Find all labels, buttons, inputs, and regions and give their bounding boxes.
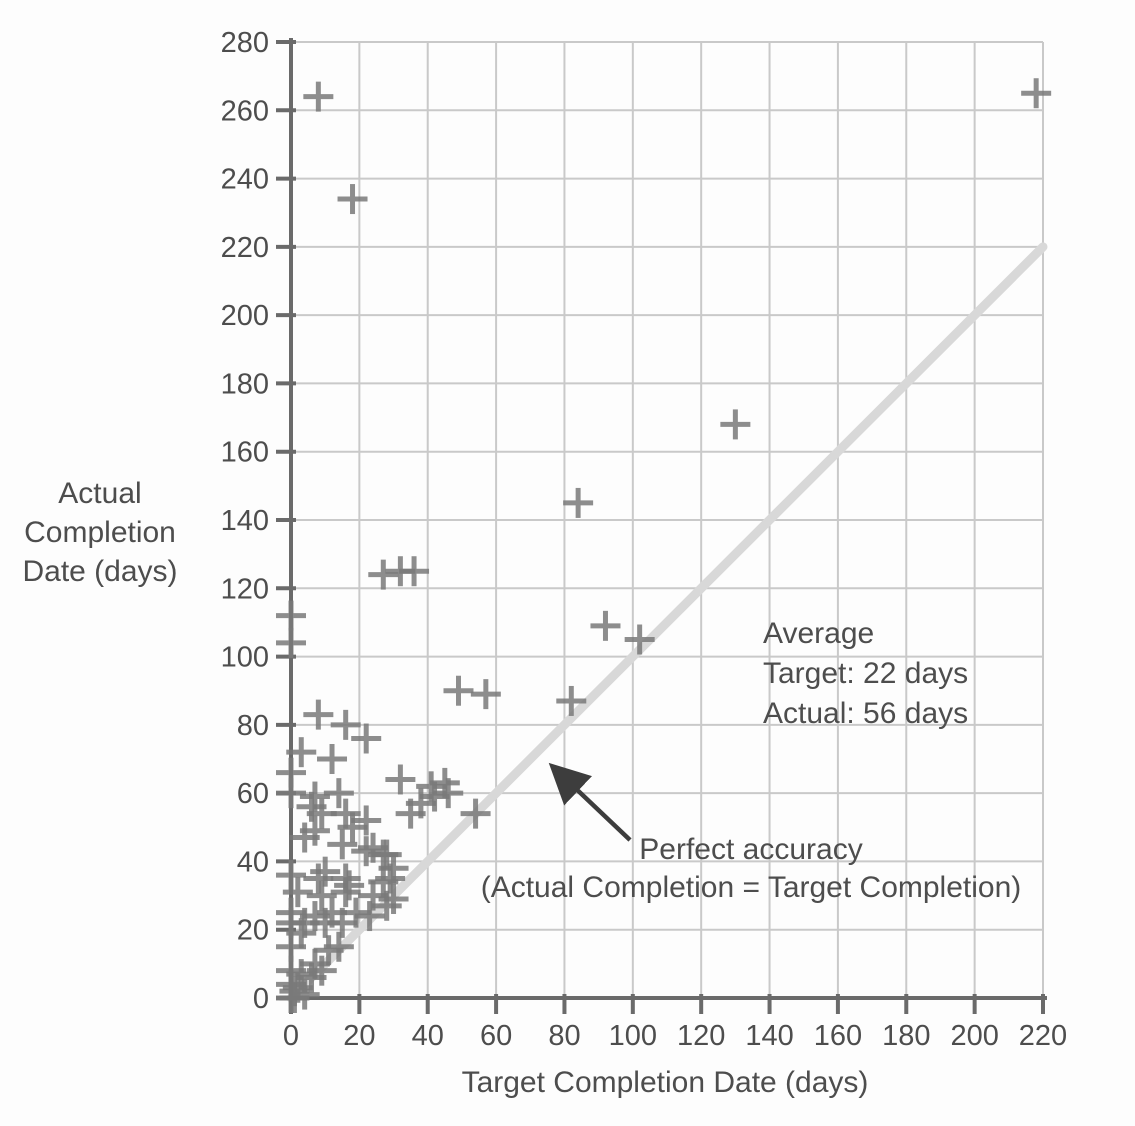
data-point bbox=[289, 822, 320, 853]
data-point bbox=[286, 737, 317, 768]
y-tick-label: 140 bbox=[221, 505, 269, 537]
data-point bbox=[330, 709, 361, 740]
data-point bbox=[378, 883, 409, 914]
data-point bbox=[351, 805, 382, 836]
data-point bbox=[371, 839, 402, 870]
data-point bbox=[720, 409, 751, 440]
data-point bbox=[276, 778, 306, 809]
data-point bbox=[330, 798, 361, 829]
x-tick-label: 20 bbox=[343, 1020, 375, 1052]
data-point bbox=[306, 880, 337, 911]
average-annotation-line: Average bbox=[763, 617, 875, 650]
data-point bbox=[313, 935, 344, 966]
data-point bbox=[327, 829, 358, 860]
perfect-accuracy-line1: Perfect accuracy bbox=[639, 833, 863, 866]
data-point bbox=[310, 856, 341, 887]
y-axis-title-line: Completion bbox=[24, 516, 176, 549]
x-tick-label: 80 bbox=[548, 1020, 580, 1052]
y-tick-label: 40 bbox=[237, 846, 269, 878]
y-tick-label: 60 bbox=[237, 778, 269, 810]
data-point bbox=[276, 627, 306, 658]
y-tick-label: 80 bbox=[237, 710, 269, 742]
data-point bbox=[371, 890, 402, 921]
data-point bbox=[385, 764, 416, 795]
data-point bbox=[337, 184, 368, 215]
data-point bbox=[443, 675, 474, 706]
y-tick-label: 200 bbox=[221, 300, 269, 332]
data-point bbox=[460, 798, 491, 829]
perfect-accuracy-annotation: Perfect accuracy (Actual Completion = Ta… bbox=[440, 831, 1062, 907]
data-point bbox=[303, 863, 334, 894]
y-tick-label: 220 bbox=[221, 232, 269, 264]
y-axis-title-line: Date (days) bbox=[22, 555, 178, 588]
perfect-accuracy-line bbox=[286, 242, 1048, 1003]
x-tick-label: 100 bbox=[609, 1020, 657, 1052]
average-annotation: Average Target: 22 days Actual: 56 days bbox=[763, 614, 968, 734]
y-tick-label: 280 bbox=[221, 27, 269, 59]
x-tick-label: 40 bbox=[412, 1020, 444, 1052]
data-point bbox=[351, 723, 382, 754]
perfect-accuracy-line2: (Actual Completion = Target Completion) bbox=[480, 871, 1022, 904]
data-point bbox=[276, 860, 306, 891]
data-point bbox=[358, 832, 389, 863]
y-tick-label: 180 bbox=[221, 368, 269, 400]
y-tick-label: 100 bbox=[221, 642, 269, 674]
x-tick-label: 0 bbox=[283, 1020, 299, 1052]
y-tick-label: 0 bbox=[253, 983, 269, 1015]
x-tick-label: 160 bbox=[814, 1020, 862, 1052]
y-tick-label: 260 bbox=[221, 95, 269, 127]
data-point bbox=[1021, 78, 1052, 109]
data-point bbox=[334, 870, 365, 901]
data-point bbox=[351, 836, 382, 867]
data-point bbox=[433, 778, 464, 809]
data-point bbox=[330, 877, 361, 908]
y-axis-title-line: Actual bbox=[58, 477, 142, 510]
data-point bbox=[624, 624, 655, 655]
data-point bbox=[327, 907, 358, 938]
data-point bbox=[276, 600, 306, 631]
data-point bbox=[296, 791, 327, 822]
x-tick-label: 140 bbox=[745, 1020, 793, 1052]
y-tick-label: 160 bbox=[221, 437, 269, 469]
average-annotation-line: Target: 22 days bbox=[763, 657, 969, 690]
y-axis-title: Actual Completion Date (days) bbox=[6, 474, 194, 591]
data-point bbox=[399, 556, 430, 587]
data-point bbox=[317, 744, 348, 774]
data-point bbox=[323, 778, 354, 809]
x-tick-label: 60 bbox=[480, 1020, 512, 1052]
data-point bbox=[470, 679, 501, 710]
x-axis-title: Target Completion Date (days) bbox=[461, 1066, 869, 1099]
y-tick-label: 240 bbox=[221, 164, 269, 196]
data-point bbox=[419, 781, 450, 812]
average-annotation-line: Actual: 56 days bbox=[763, 697, 969, 730]
data-point bbox=[590, 610, 621, 641]
annotation-arrow bbox=[548, 762, 632, 842]
data-point bbox=[282, 877, 313, 908]
data-point bbox=[303, 81, 334, 112]
data-point bbox=[368, 559, 399, 590]
x-tick-label: 120 bbox=[677, 1020, 725, 1052]
data-point bbox=[395, 798, 426, 829]
y-tick-label: 120 bbox=[221, 573, 269, 605]
data-point bbox=[563, 487, 594, 518]
data-point bbox=[556, 685, 587, 716]
data-point bbox=[279, 983, 310, 1013]
data-point bbox=[354, 901, 385, 932]
y-tick-label: 20 bbox=[237, 915, 269, 947]
x-tick-label: 220 bbox=[1019, 1020, 1067, 1052]
x-tick-label: 200 bbox=[950, 1020, 998, 1052]
data-point bbox=[337, 812, 368, 843]
x-tick-label: 180 bbox=[882, 1020, 930, 1052]
data-point bbox=[303, 699, 334, 730]
